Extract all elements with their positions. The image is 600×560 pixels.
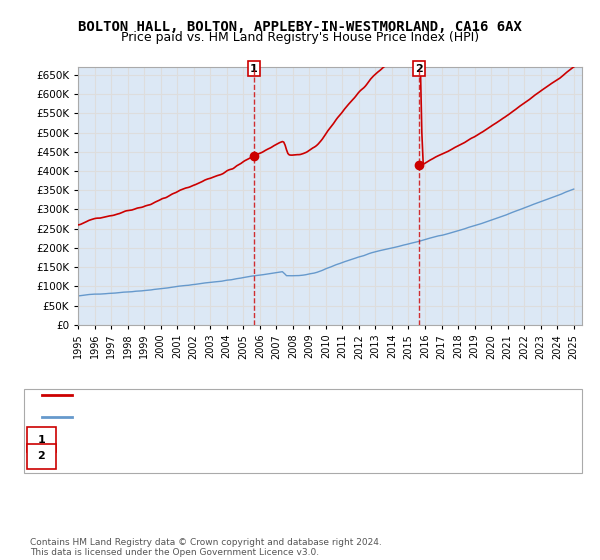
Text: Price paid vs. HM Land Registry's House Price Index (HPI): Price paid vs. HM Land Registry's House …	[121, 31, 479, 44]
Text: 2: 2	[38, 451, 45, 461]
Text: 1: 1	[38, 435, 45, 445]
Text: BOLTON HALL, BOLTON, APPLEBY-IN-WESTMORLAND, CA16 6AX (detached house): BOLTON HALL, BOLTON, APPLEBY-IN-WESTMORL…	[75, 390, 481, 400]
Text: £415,000: £415,000	[180, 451, 229, 461]
Text: 49% ↑ HPI: 49% ↑ HPI	[312, 451, 367, 461]
Text: 1: 1	[250, 64, 258, 73]
Text: Contains HM Land Registry data © Crown copyright and database right 2024.
This d: Contains HM Land Registry data © Crown c…	[30, 538, 382, 557]
Text: HPI: Average price, detached house, Westmorland and Furness: HPI: Average price, detached house, West…	[75, 412, 389, 422]
Text: 25-AUG-2005: 25-AUG-2005	[60, 435, 130, 445]
Text: 2: 2	[415, 64, 423, 73]
Text: 80% ↑ HPI: 80% ↑ HPI	[312, 435, 367, 445]
Text: £440,000: £440,000	[180, 435, 229, 445]
Text: BOLTON HALL, BOLTON, APPLEBY-IN-WESTMORLAND, CA16 6AX: BOLTON HALL, BOLTON, APPLEBY-IN-WESTMORL…	[78, 20, 522, 34]
Text: 24-AUG-2015: 24-AUG-2015	[60, 451, 130, 461]
